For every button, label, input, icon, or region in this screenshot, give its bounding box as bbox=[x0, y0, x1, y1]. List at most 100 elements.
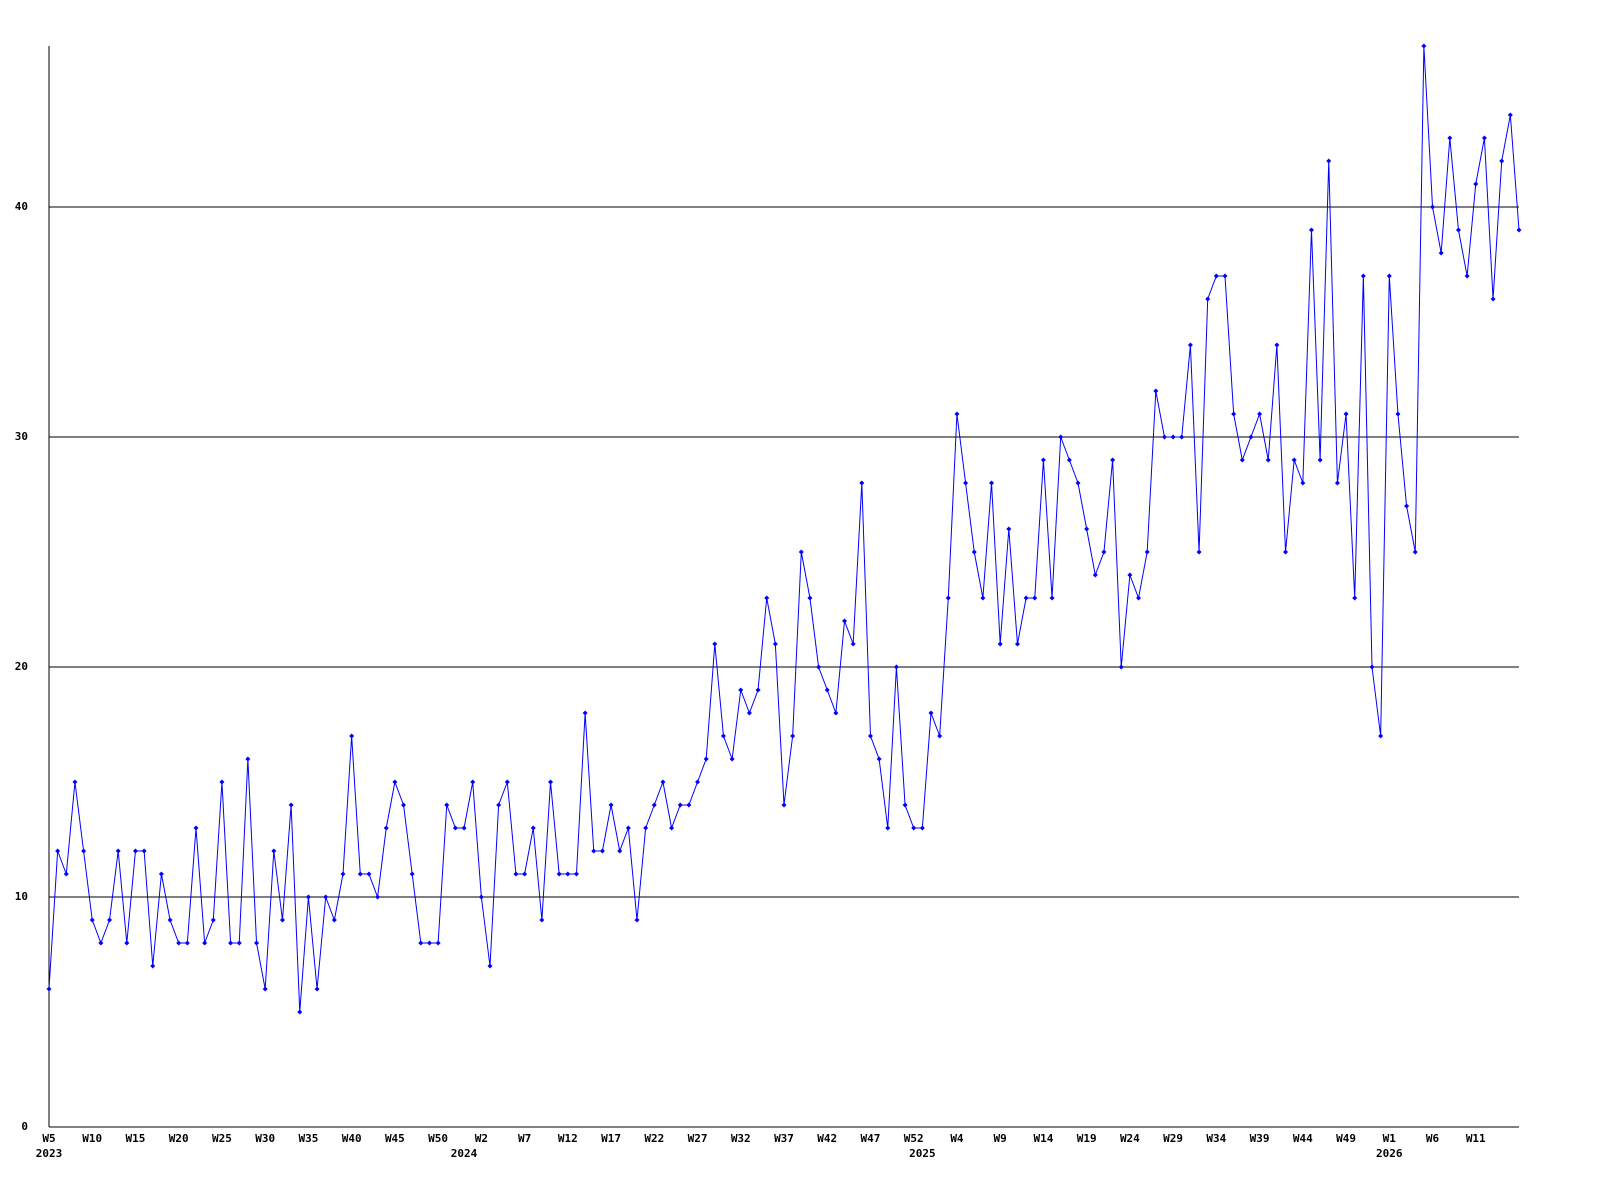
x-tick-label: W24 bbox=[1120, 1132, 1140, 1145]
x-tick-label: W10 bbox=[82, 1132, 102, 1145]
point-marker bbox=[401, 802, 407, 808]
point-marker bbox=[928, 710, 934, 716]
point-marker bbox=[504, 779, 510, 785]
point-marker bbox=[1516, 227, 1522, 233]
point-marker bbox=[55, 848, 61, 854]
point-marker bbox=[1239, 457, 1245, 463]
x-tick-label: W25 bbox=[212, 1132, 232, 1145]
point-marker bbox=[867, 733, 873, 739]
point-marker bbox=[695, 779, 701, 785]
point-marker bbox=[859, 480, 865, 486]
year-label: 2023 bbox=[36, 1147, 63, 1160]
point-marker bbox=[919, 825, 925, 831]
point-marker bbox=[608, 802, 614, 808]
point-marker bbox=[660, 779, 666, 785]
point-marker bbox=[1187, 342, 1193, 348]
x-tick-label: W32 bbox=[731, 1132, 751, 1145]
point-marker bbox=[842, 618, 848, 624]
point-marker bbox=[1317, 457, 1323, 463]
point-marker bbox=[1447, 135, 1453, 141]
point-marker bbox=[548, 779, 554, 785]
point-marker bbox=[772, 641, 778, 647]
x-tick-label: W27 bbox=[688, 1132, 708, 1145]
point-marker bbox=[1014, 641, 1020, 647]
point-marker bbox=[1023, 595, 1029, 601]
point-marker bbox=[1334, 480, 1340, 486]
x-tick-label: W45 bbox=[385, 1132, 405, 1145]
point-marker bbox=[271, 848, 277, 854]
point-marker bbox=[115, 848, 121, 854]
point-marker bbox=[1179, 434, 1185, 440]
point-marker bbox=[305, 894, 311, 900]
point-marker bbox=[262, 986, 268, 992]
point-marker bbox=[366, 871, 372, 877]
point-marker bbox=[911, 825, 917, 831]
point-marker bbox=[651, 802, 657, 808]
x-tick-label: W2 bbox=[475, 1132, 488, 1145]
x-tick-label: W15 bbox=[126, 1132, 146, 1145]
point-marker bbox=[850, 641, 856, 647]
point-marker bbox=[1006, 526, 1012, 532]
point-marker bbox=[902, 802, 908, 808]
point-marker bbox=[833, 710, 839, 716]
point-marker bbox=[132, 848, 138, 854]
point-marker bbox=[1352, 595, 1358, 601]
point-marker bbox=[1170, 434, 1176, 440]
point-marker bbox=[669, 825, 675, 831]
point-marker bbox=[150, 963, 156, 969]
point-marker bbox=[989, 480, 995, 486]
point-marker bbox=[781, 802, 787, 808]
point-marker bbox=[1369, 664, 1375, 670]
point-marker bbox=[937, 733, 943, 739]
point-marker bbox=[236, 940, 242, 946]
point-marker bbox=[824, 687, 830, 693]
point-marker bbox=[1386, 273, 1392, 279]
point-marker bbox=[340, 871, 346, 877]
x-tick-label: W7 bbox=[518, 1132, 531, 1145]
point-marker bbox=[1438, 250, 1444, 256]
year-label: 2024 bbox=[451, 1147, 478, 1160]
point-marker bbox=[980, 595, 986, 601]
point-marker bbox=[677, 802, 683, 808]
point-marker bbox=[323, 894, 329, 900]
point-marker bbox=[1040, 457, 1046, 463]
point-marker bbox=[617, 848, 623, 854]
point-marker bbox=[435, 940, 441, 946]
point-marker bbox=[1507, 112, 1513, 118]
point-marker bbox=[89, 917, 95, 923]
point-marker bbox=[487, 963, 493, 969]
point-marker bbox=[1066, 457, 1072, 463]
point-marker bbox=[383, 825, 389, 831]
point-marker bbox=[634, 917, 640, 923]
point-marker bbox=[331, 917, 337, 923]
point-marker bbox=[349, 733, 355, 739]
point-marker bbox=[1213, 273, 1219, 279]
point-marker bbox=[1499, 158, 1505, 164]
x-tick-label: W20 bbox=[169, 1132, 189, 1145]
point-marker bbox=[1404, 503, 1410, 509]
x-tick-label: W42 bbox=[817, 1132, 837, 1145]
x-tick-label: W9 bbox=[994, 1132, 1007, 1145]
point-marker bbox=[522, 871, 528, 877]
point-marker bbox=[513, 871, 519, 877]
point-marker bbox=[876, 756, 882, 762]
x-tick-label: W6 bbox=[1426, 1132, 1440, 1145]
point-marker bbox=[254, 940, 260, 946]
point-marker bbox=[426, 940, 432, 946]
point-marker bbox=[565, 871, 571, 877]
point-marker bbox=[1032, 595, 1038, 601]
point-marker bbox=[893, 664, 899, 670]
x-tick-label: W35 bbox=[298, 1132, 318, 1145]
point-marker bbox=[1274, 342, 1280, 348]
point-marker bbox=[107, 917, 113, 923]
point-marker bbox=[98, 940, 104, 946]
x-tick-label: W47 bbox=[861, 1132, 881, 1145]
point-marker bbox=[219, 779, 225, 785]
point-marker bbox=[1118, 664, 1124, 670]
point-marker bbox=[46, 986, 52, 992]
point-marker bbox=[444, 802, 450, 808]
point-marker bbox=[496, 802, 502, 808]
y-tick-label: 0 bbox=[21, 1120, 28, 1133]
point-marker bbox=[1075, 480, 1081, 486]
